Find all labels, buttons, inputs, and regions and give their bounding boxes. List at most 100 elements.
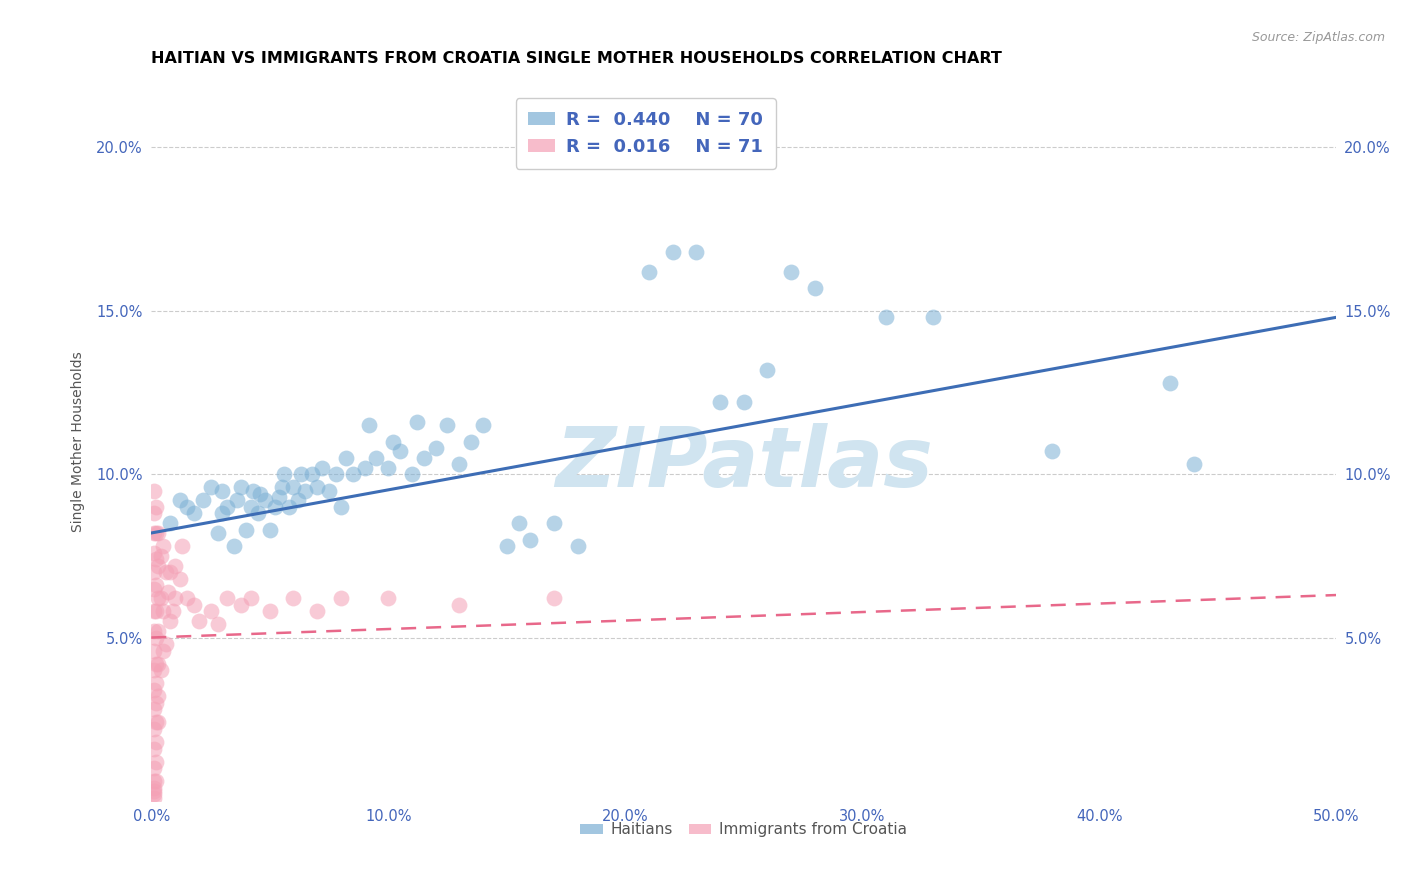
Point xyxy=(187,614,209,628)
Point xyxy=(149,591,172,606)
Point xyxy=(142,790,165,805)
Point xyxy=(460,434,482,449)
Point xyxy=(922,310,945,325)
Point xyxy=(614,108,637,122)
Point xyxy=(329,591,352,606)
Point xyxy=(382,434,405,449)
Point xyxy=(401,467,423,482)
Point xyxy=(231,598,253,612)
Point xyxy=(148,624,170,638)
Point xyxy=(145,578,167,592)
Point xyxy=(301,467,323,482)
Point xyxy=(803,281,825,295)
Point xyxy=(329,500,352,514)
Point xyxy=(405,415,427,429)
Point xyxy=(169,493,191,508)
Point xyxy=(193,493,215,508)
Point xyxy=(142,682,165,697)
Point xyxy=(142,774,165,789)
Point xyxy=(325,467,347,482)
Point xyxy=(246,507,269,521)
Point xyxy=(145,604,167,618)
Point xyxy=(311,460,333,475)
Point xyxy=(207,526,229,541)
Point xyxy=(709,395,731,409)
Y-axis label: Single Mother Households: Single Mother Households xyxy=(72,351,86,532)
Point xyxy=(169,572,191,586)
Point xyxy=(239,591,262,606)
Text: ZIPatlas: ZIPatlas xyxy=(555,423,932,504)
Point xyxy=(156,584,179,599)
Point xyxy=(163,591,186,606)
Point xyxy=(152,604,174,618)
Point xyxy=(377,591,399,606)
Point xyxy=(277,500,299,514)
Point xyxy=(249,487,271,501)
Point xyxy=(495,539,517,553)
Point xyxy=(389,444,412,458)
Point xyxy=(159,516,181,531)
Point xyxy=(217,591,239,606)
Point xyxy=(145,500,167,514)
Point xyxy=(149,663,172,677)
Point xyxy=(359,418,381,433)
Point xyxy=(145,526,167,541)
Point xyxy=(335,450,357,465)
Point xyxy=(145,715,167,730)
Point xyxy=(145,631,167,645)
Point xyxy=(366,450,388,465)
Point xyxy=(224,539,246,553)
Point xyxy=(638,265,661,279)
Point xyxy=(142,624,165,638)
Point xyxy=(148,715,170,730)
Point xyxy=(142,788,165,802)
Point xyxy=(163,558,186,573)
Point xyxy=(176,500,198,514)
Point xyxy=(142,545,165,559)
Point xyxy=(159,565,181,579)
Point xyxy=(155,565,177,579)
Point xyxy=(875,310,897,325)
Point xyxy=(142,643,165,657)
Point xyxy=(235,523,257,537)
Point xyxy=(142,526,165,541)
Point xyxy=(183,507,205,521)
Point xyxy=(412,450,434,465)
Point xyxy=(225,493,247,508)
Text: HAITIAN VS IMMIGRANTS FROM CROATIA SINGLE MOTHER HOUSEHOLDS CORRELATION CHART: HAITIAN VS IMMIGRANTS FROM CROATIA SINGL… xyxy=(152,51,1002,66)
Point xyxy=(142,565,165,579)
Point xyxy=(145,755,167,769)
Point xyxy=(142,741,165,756)
Point xyxy=(472,418,495,433)
Point xyxy=(200,480,222,494)
Point xyxy=(142,663,165,677)
Point xyxy=(142,780,165,795)
Point xyxy=(148,690,170,704)
Point xyxy=(152,539,174,553)
Point xyxy=(148,558,170,573)
Point xyxy=(318,483,340,498)
Point xyxy=(567,539,589,553)
Point xyxy=(155,637,177,651)
Point xyxy=(254,493,277,508)
Point xyxy=(661,245,683,260)
Point xyxy=(142,722,165,736)
Point xyxy=(207,617,229,632)
Point xyxy=(242,483,264,498)
Point xyxy=(145,774,167,789)
Point xyxy=(211,507,233,521)
Point xyxy=(176,591,198,606)
Point xyxy=(756,362,779,376)
Point xyxy=(142,761,165,775)
Point xyxy=(211,483,233,498)
Point xyxy=(142,483,165,498)
Point xyxy=(425,441,447,455)
Point xyxy=(307,604,329,618)
Point xyxy=(263,500,285,514)
Point xyxy=(449,458,471,472)
Point xyxy=(1159,376,1181,390)
Point xyxy=(142,784,165,798)
Point xyxy=(145,676,167,690)
Point xyxy=(145,735,167,749)
Point xyxy=(733,395,755,409)
